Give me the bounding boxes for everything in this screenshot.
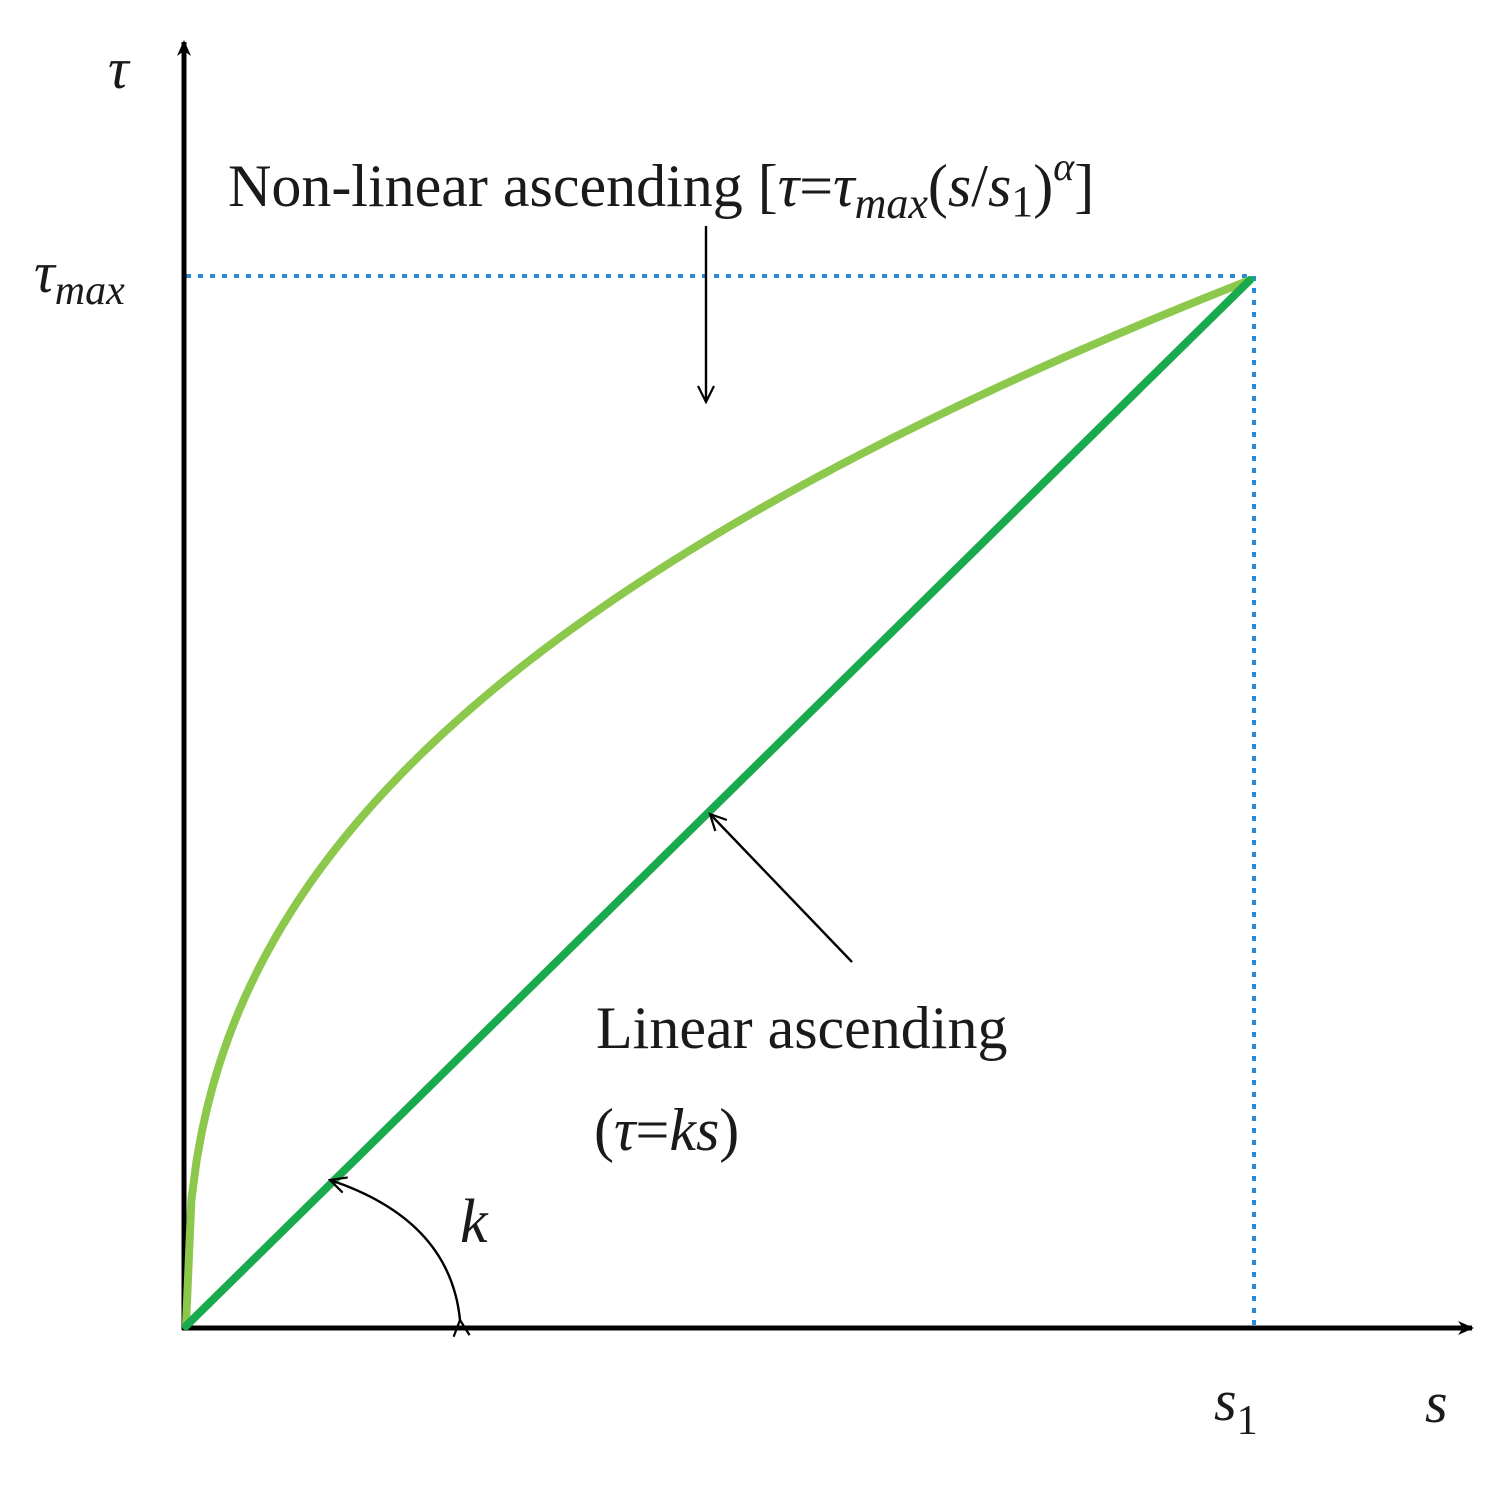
linear-curve [182, 276, 1254, 1330]
linear-label-line2: (τ=ks) [594, 1097, 739, 1163]
nonlinear-curve [182, 276, 1254, 1330]
angle-k-arc [330, 1180, 460, 1320]
linear-pointer-arrow [710, 814, 853, 963]
nonlinear-label: Non-linear ascending [τ=τmax(s/s1)α] [228, 144, 1094, 228]
s1-label: s1 [1214, 1368, 1258, 1444]
tau-max-label: τmax [34, 240, 125, 314]
y-axis-label: τ [108, 36, 131, 101]
linear-label-line1: Linear ascending [596, 995, 1007, 1061]
x-axis-label: s [1425, 1370, 1448, 1435]
angle-k-label: k [460, 1188, 489, 1256]
